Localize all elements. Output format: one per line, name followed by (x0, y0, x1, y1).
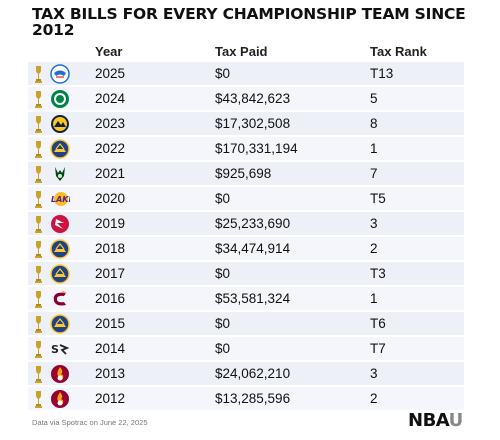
tax-paid-cell: $25,233,690 (215, 216, 291, 231)
table-row: 2013 $24,062,210 3 (28, 362, 464, 387)
trophy-icon (35, 116, 42, 133)
tax-rank-cell: T3 (370, 266, 386, 281)
trophy-icon (35, 191, 42, 208)
page-title: TAX BILLS FOR EVERY CHAMPIONSHIP TEAM SI… (32, 5, 466, 39)
year-cell: 2014 (95, 341, 126, 356)
celtics-logo (51, 90, 69, 108)
source-note: Data via Spotrac on June 22, 2025 (32, 418, 148, 427)
tax-rank-cell: 1 (370, 291, 378, 306)
year-cell: 2022 (95, 141, 126, 156)
header-tax-paid: Tax Paid (215, 44, 268, 59)
tax-paid-cell: $43,842,623 (215, 91, 291, 106)
warriors-logo (50, 239, 70, 259)
tax-paid-cell: $17,302,508 (215, 116, 291, 131)
svg-text:LAKERS: LAKERS (51, 195, 70, 204)
trophy-icon (35, 141, 42, 158)
table-row: 2012 $13,285,596 2 (28, 387, 464, 412)
tax-rank-cell: 3 (370, 216, 378, 231)
championship-tax-table: 2025 $0 T13 2024 $43,842,623 5 2023 $17,… (28, 62, 464, 412)
year-cell: 2019 (95, 216, 126, 231)
tax-rank-cell: T6 (370, 316, 386, 331)
tax-paid-cell: $925,698 (215, 166, 272, 181)
year-cell: 2017 (95, 266, 126, 281)
year-cell: 2015 (95, 316, 126, 331)
lakers-logo: LAKERS (51, 192, 70, 206)
nuggets-logo (51, 115, 69, 133)
year-cell: 2025 (95, 66, 126, 81)
cavaliers-logo (53, 290, 67, 306)
year-cell: 2020 (95, 191, 126, 206)
table-row: LAKERS 2020 $0 T5 (28, 187, 464, 212)
table-row: 2015 $0 T6 (28, 312, 464, 337)
year-cell: 2024 (95, 91, 126, 106)
tax-rank-cell: 1 (370, 141, 378, 156)
year-cell: 2018 (95, 241, 126, 256)
tax-rank-cell: T13 (370, 66, 394, 81)
table-row: 2022 $170,331,194 1 (28, 137, 464, 162)
table-row: 2018 $34,474,914 2 (28, 237, 464, 262)
trophy-icon (35, 341, 42, 358)
table-row: 2024 $43,842,623 5 (28, 87, 464, 112)
trophy-icon (35, 216, 42, 233)
tax-rank-cell: T5 (370, 191, 386, 206)
header-tax-rank: Tax Rank (370, 44, 427, 59)
tax-rank-cell: 2 (370, 241, 378, 256)
tax-rank-cell: 7 (370, 166, 378, 181)
tax-paid-cell: $0 (215, 191, 231, 206)
tax-paid-cell: $0 (215, 66, 231, 81)
tax-paid-cell: $53,581,324 (215, 291, 291, 306)
tax-paid-cell: $0 (215, 341, 231, 356)
tax-rank-cell: 3 (370, 366, 378, 381)
trophy-icon (35, 366, 42, 383)
year-cell: 2023 (95, 116, 126, 131)
table-row: 2019 $25,233,690 3 (28, 212, 464, 237)
tax-rank-cell: 2 (370, 391, 378, 406)
brand-accent: U (448, 410, 464, 431)
year-cell: 2012 (95, 391, 126, 406)
tax-paid-cell: $0 (215, 266, 231, 281)
tax-paid-cell: $170,331,194 (215, 141, 298, 156)
trophy-icon (35, 266, 42, 283)
table-row: S 2014 $0 T7 (28, 337, 464, 362)
trophy-icon (35, 66, 42, 83)
bucks-logo (55, 167, 65, 181)
brand-main: NBA (408, 410, 449, 431)
year-cell: 2016 (95, 291, 126, 306)
table-row: 2016 $53,581,324 1 (28, 287, 464, 312)
warriors-logo (50, 264, 70, 284)
trophy-icon (35, 91, 42, 108)
table-row: 2025 $0 T13 (28, 62, 464, 87)
table-row: 2017 $0 T3 (28, 262, 464, 287)
heat-logo (51, 390, 69, 408)
trophy-icon (35, 291, 42, 308)
svg-text:S: S (51, 343, 59, 356)
tax-paid-cell: $24,062,210 (215, 366, 291, 381)
tax-paid-cell: $13,285,596 (215, 391, 291, 406)
trophy-icon (35, 316, 42, 333)
warriors-logo (50, 314, 70, 334)
year-cell: 2013 (95, 366, 126, 381)
brand-logo: NBAU (408, 410, 463, 431)
thunder-logo (50, 64, 70, 84)
column-headers: Year Tax Paid Tax Rank (0, 44, 500, 60)
trophy-icon (35, 241, 42, 258)
table-row: 2023 $17,302,508 8 (28, 112, 464, 137)
spurs-logo: S (51, 343, 70, 356)
raptors-logo (51, 215, 69, 233)
heat-logo (51, 365, 69, 383)
tax-paid-cell: $0 (215, 316, 231, 331)
tax-rank-cell: 5 (370, 91, 378, 106)
warriors-logo (50, 139, 70, 159)
year-cell: 2021 (95, 166, 126, 181)
table-row: 2021 $925,698 7 (28, 162, 464, 187)
trophy-icon (35, 391, 42, 408)
tax-paid-cell: $34,474,914 (215, 241, 291, 256)
tax-rank-cell: T7 (370, 341, 386, 356)
header-year: Year (95, 44, 123, 59)
tax-rank-cell: 8 (370, 116, 378, 131)
trophy-icon (35, 166, 42, 183)
